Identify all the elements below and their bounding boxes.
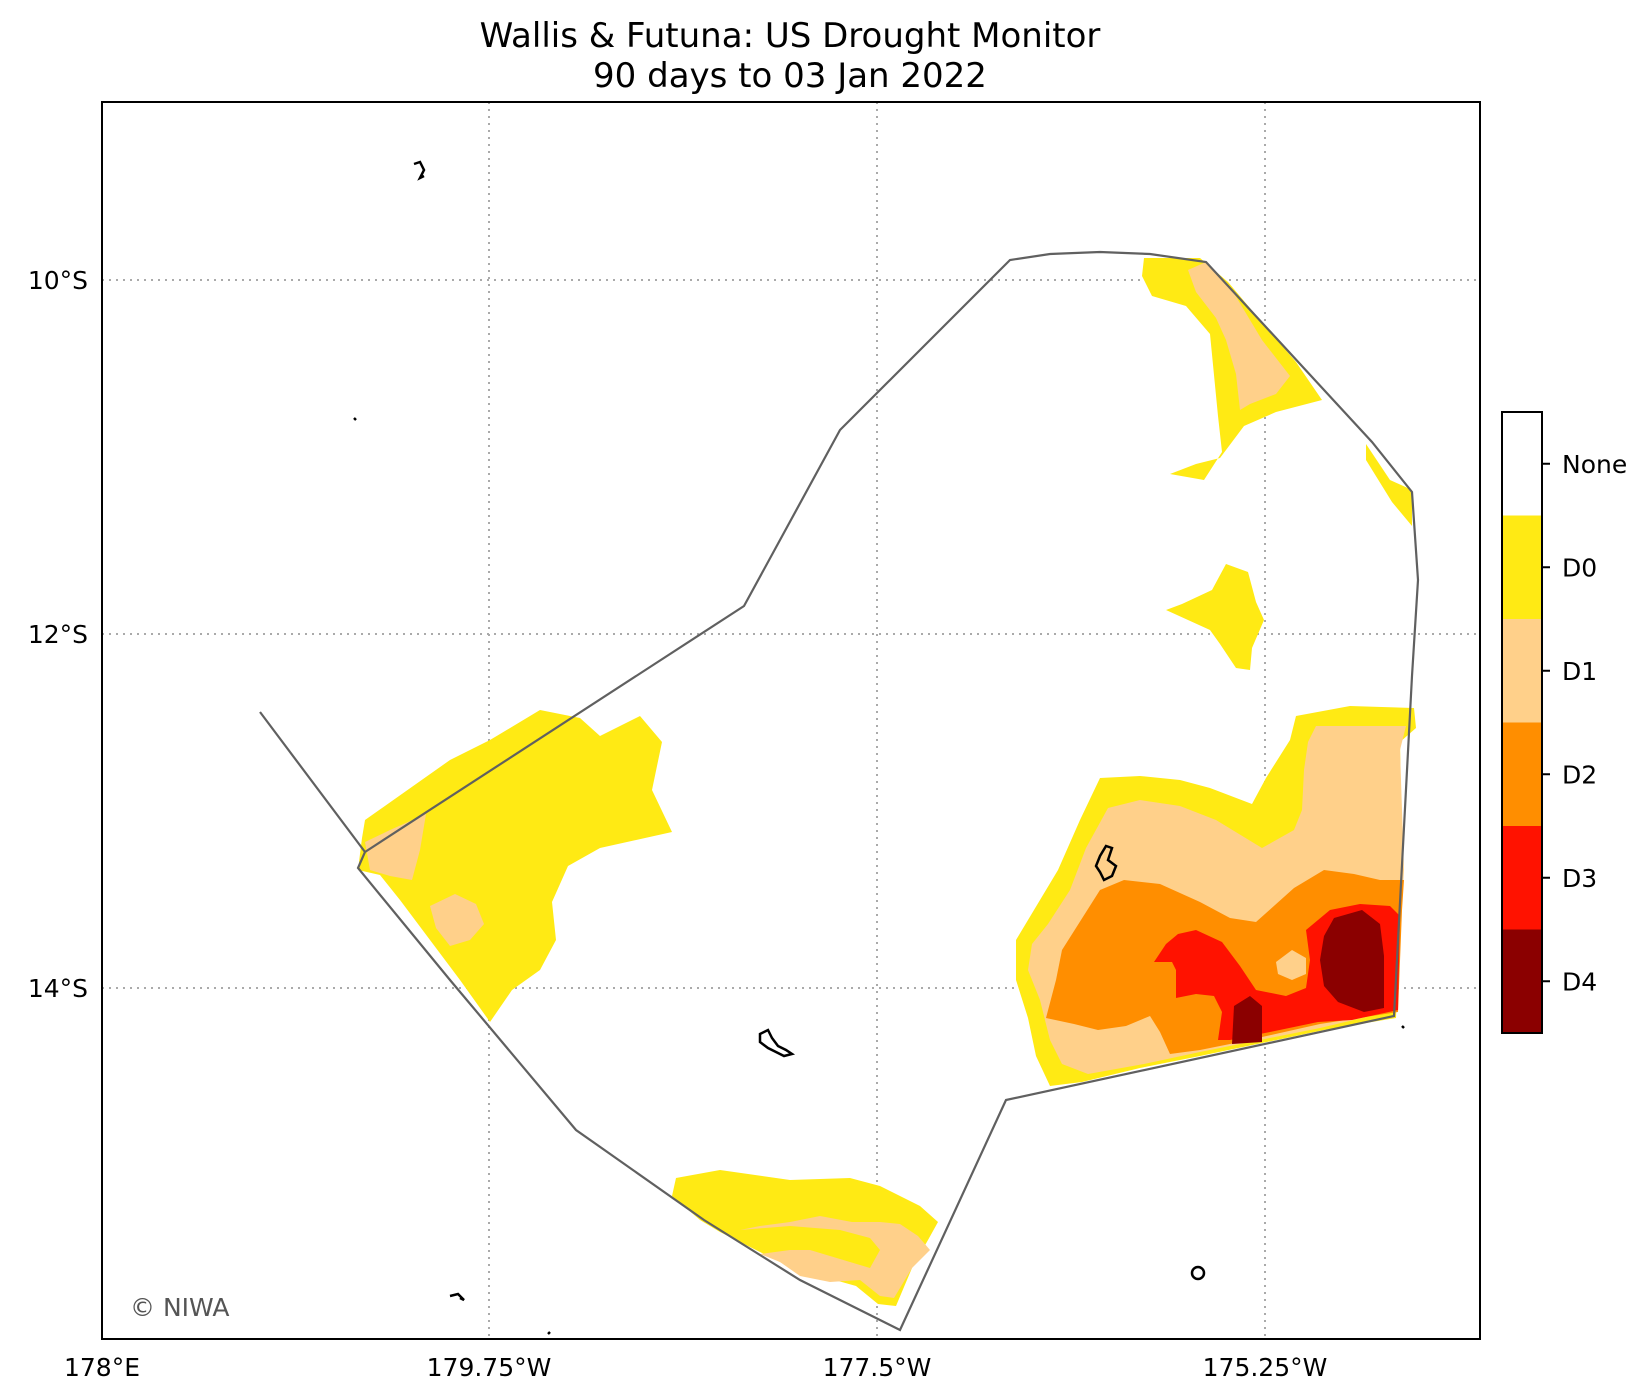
d1-region-west-corner — [365, 814, 426, 880]
legend-label-d0: D0 — [1562, 553, 1597, 582]
d1-region-north-east — [1188, 262, 1290, 410]
chart-title: Wallis & Futuna: US Drought Monitor — [479, 16, 1101, 56]
d1-region-south — [740, 1216, 930, 1298]
credit-label: © NIWA — [130, 1293, 229, 1322]
drought-d4-regions — [1232, 910, 1384, 1044]
x-axis-ticks: 178°E 179.75°W 177.5°W 175.25°W — [64, 1353, 1327, 1382]
y-tick-label: 10°S — [28, 266, 88, 295]
drought-d0-regions — [358, 258, 1416, 1306]
d4-region-south — [1232, 996, 1262, 1044]
gridlines — [102, 102, 1480, 1339]
legend-swatch-d4 — [1502, 929, 1542, 1033]
legend-swatch-none — [1502, 412, 1542, 516]
legend-frame — [1501, 411, 1543, 1034]
legend-swatch-d3 — [1502, 826, 1542, 930]
x-tick-label: 179.75°W — [427, 1353, 552, 1382]
wallis-island-outline — [1094, 844, 1118, 882]
legend-colorbar: None D0 D1 D2 D3 D4 — [1501, 411, 1627, 1034]
y-axis-ticks: 10°S 12°S 14°S — [28, 266, 88, 1003]
x-tick-label: 178°E — [64, 1353, 140, 1382]
d0-region-east-edge — [1366, 444, 1412, 526]
legend-label-d4: D4 — [1562, 967, 1597, 996]
legend-label-none: None — [1562, 450, 1627, 479]
d1-island-in-d2 — [1276, 950, 1306, 980]
d1-region-west-blob — [430, 894, 484, 946]
d4-region-east — [1320, 910, 1384, 1012]
tiny-islet-west — [353, 417, 357, 421]
south-east-islet-outline — [1190, 1265, 1206, 1281]
tiny-islet-east — [1401, 1025, 1405, 1029]
y-tick-label: 14°S — [28, 974, 88, 1003]
x-tick-label: 175.25°W — [1203, 1353, 1328, 1382]
legend-swatch-d0 — [1502, 515, 1542, 619]
plot-frame — [101, 101, 1481, 1340]
d0-region-north-east — [1142, 258, 1322, 480]
futuna-island-outline — [758, 1028, 796, 1058]
legend-label-d1: D1 — [1562, 657, 1597, 686]
legend-label-d2: D2 — [1562, 760, 1597, 789]
south-west-islet-outline — [449, 1292, 465, 1302]
eez-boundary — [259, 250, 1420, 1332]
legend-swatch-d1 — [1502, 619, 1542, 723]
legend-label-d3: D3 — [1562, 864, 1597, 893]
land-outlines — [353, 160, 1405, 1335]
chart-subtitle: 90 days to 03 Jan 2022 — [593, 56, 987, 96]
tiny-islet-south — [547, 1331, 551, 1335]
d0-region-west — [358, 710, 672, 1022]
y-tick-label: 12°S — [28, 620, 88, 649]
d0-region-mid-east — [1166, 564, 1264, 670]
map-area: © NIWA — [102, 102, 1480, 1339]
legend-swatch-d2 — [1502, 722, 1542, 826]
north-islet-outline — [413, 160, 426, 181]
x-tick-label: 177.5°W — [823, 1353, 932, 1382]
